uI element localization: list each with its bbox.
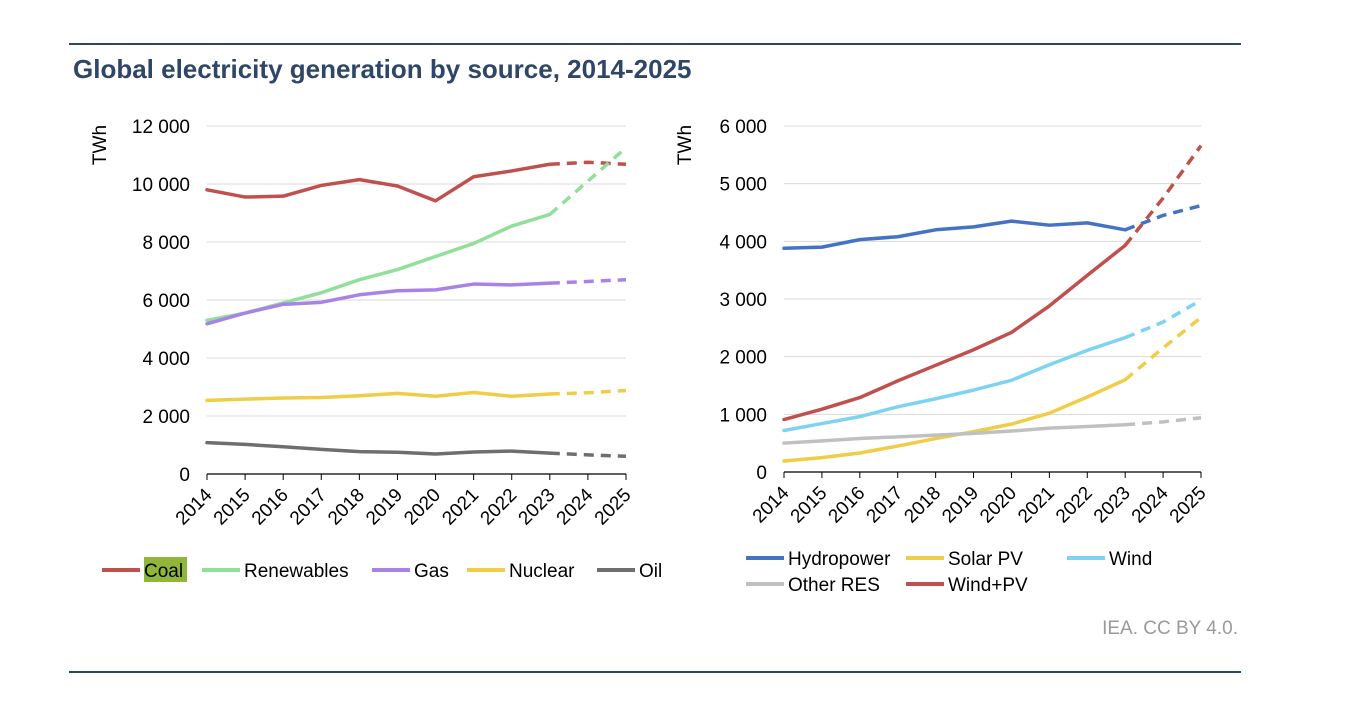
- chart1-series-renewables-line: [205, 212, 552, 323]
- chart2-legend-wind-label: Wind: [1109, 549, 1152, 570]
- bottom-rule: [69, 671, 1241, 673]
- chart2-ytick-label: 3 000: [719, 290, 767, 311]
- chart1-xtick-label: 2017: [286, 485, 331, 530]
- chart1-xtick-label: 2025: [591, 485, 636, 530]
- chart2-ytick-label: 5 000: [719, 175, 767, 196]
- chart2-xtick-label: 2022: [1052, 483, 1097, 528]
- chart1-legend-coal-label: Coal: [144, 561, 183, 582]
- chart2-xtick-label: 2020: [976, 483, 1021, 528]
- chart2-series-wind-pv-forecast-line: [1123, 144, 1203, 247]
- top-rule: [69, 43, 1241, 45]
- chart1-legend-nuclear-label: Nuclear: [509, 561, 575, 582]
- chart1-xtick-label: 2016: [248, 485, 293, 530]
- chart2-xtick-label: 2016: [825, 483, 870, 528]
- page-title: Global electricity generation by source,…: [73, 54, 692, 84]
- chart2-ylabel: TWh: [675, 125, 696, 165]
- chart2-xtick-label: 2015: [787, 483, 832, 528]
- chart1-ytick-label: 10 000: [132, 175, 190, 196]
- chart1-legend-renewables-label: Renewables: [244, 561, 349, 582]
- chart2-legend-other-res-label: Other RES: [788, 575, 880, 596]
- chart2-ytick-label: 4 000: [719, 232, 767, 253]
- chart2-ytick-label: 0: [756, 463, 767, 484]
- chart2-series-wind-pv-line: [782, 243, 1127, 422]
- chart1-xtick-label: 2020: [400, 485, 445, 530]
- chart1-xtick-label: 2014: [172, 484, 217, 529]
- chart1-xtick-label: 2022: [477, 485, 522, 530]
- chart2-xtick-label: 2017: [863, 483, 908, 528]
- chart2-xtick-label: 2018: [900, 483, 945, 528]
- chart1-ytick-label: 2 000: [142, 407, 190, 428]
- chart1-series-nuclear-line: [205, 390, 552, 403]
- chart2-xtick-label: 2019: [938, 483, 983, 528]
- credit-text: IEA. CC BY 4.0.: [1102, 618, 1238, 639]
- chart2-ytick-label: 1 000: [719, 405, 767, 426]
- chart1-ytick-label: 8 000: [142, 233, 190, 254]
- chart1-legend-gas-label: Gas: [414, 561, 449, 582]
- chart2-series-other-res-line: [782, 422, 1127, 445]
- chart2-series-wind-line: [782, 335, 1127, 433]
- chart1-ylabel: TWh: [90, 125, 111, 165]
- chart1-series-nuclear-forecast-line: [549, 388, 627, 396]
- chart1-ytick-label: 0: [179, 465, 190, 486]
- chart2-xtick-label: 2014: [749, 482, 794, 527]
- chart1-xtick-label: 2018: [324, 485, 369, 530]
- chart2-legend-hydropower-label: Hydropower: [788, 549, 891, 570]
- chart2-series-hydropower-forecast-line: [1124, 203, 1202, 232]
- chart1-series-oil-line: [205, 440, 552, 456]
- chart1-series-gas-forecast-line: [549, 277, 627, 285]
- chart1-series-coal-line: [205, 162, 552, 203]
- chart2-xtick-label: 2024: [1128, 482, 1173, 527]
- chart1-series-renewables-forecast-line: [548, 146, 628, 216]
- chart1-series-oil-forecast-line: [549, 451, 627, 459]
- chart1-xtick-label: 2023: [515, 485, 560, 530]
- chart1-ytick-label: 6 000: [142, 291, 190, 312]
- chart1-legend-coal-highlight: [144, 557, 187, 582]
- chart2-legend-solar-pv-label: Solar PV: [948, 549, 1023, 570]
- chart1-xtick-label: 2019: [362, 485, 407, 530]
- chart2-series-hydropower-line: [782, 219, 1127, 251]
- chart2-ytick-label: 6 000: [719, 117, 767, 138]
- chart1-legend-oil-label: Oil: [639, 561, 662, 582]
- chart2-series-wind-forecast-line: [1124, 298, 1202, 340]
- chart2-series-solar-pv-forecast-line: [1124, 316, 1203, 382]
- chart1-ytick-label: 12 000: [132, 117, 190, 138]
- chart2-legend-wind-pv-label: Wind+PV: [948, 575, 1028, 596]
- chart2-xtick-label: 2025: [1166, 483, 1211, 528]
- chart1-xtick-label: 2024: [553, 484, 598, 529]
- chart1-series-gas-line: [205, 281, 552, 326]
- chart1-xtick-label: 2021: [438, 485, 483, 530]
- chart2-xtick-label: 2021: [1014, 483, 1059, 528]
- chart2-xtick-label: 2023: [1090, 483, 1135, 528]
- chart2-series-other-res-forecast-line: [1125, 416, 1202, 427]
- chart1-series-coal-forecast-line: [549, 160, 627, 167]
- chart1-xtick-label: 2015: [210, 485, 255, 530]
- chart1-ytick-label: 4 000: [142, 349, 190, 370]
- chart2-ytick-label: 2 000: [719, 348, 767, 369]
